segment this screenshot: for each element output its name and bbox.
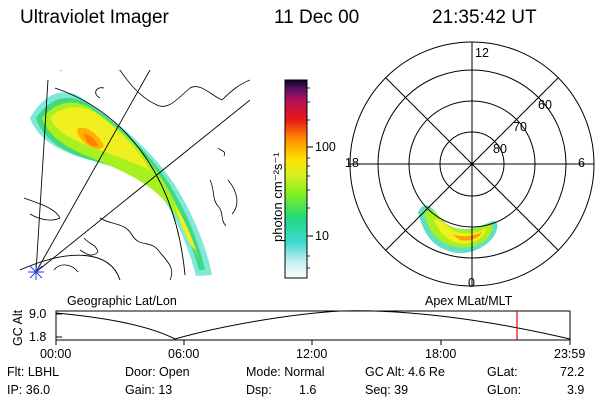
time-tick-1200: 12:00	[296, 347, 328, 361]
aurora-band-polar	[418, 205, 498, 254]
info-glat-label: GLat:	[487, 365, 518, 379]
info-seq: Seq: 39	[365, 383, 409, 397]
time-tick-1800: 18:00	[425, 347, 457, 361]
satellite-position-marker	[28, 264, 44, 280]
colorbar-unit-label: photon cm⁻²s⁻¹	[270, 152, 285, 242]
info-gain: Gain: 13	[125, 383, 173, 397]
time-label: 21:35:42 UT	[432, 7, 537, 28]
coastlines	[23, 70, 250, 281]
lat-label-70: 70	[513, 120, 527, 134]
geographic-map	[20, 70, 250, 281]
info-glon-value: 3.9	[567, 383, 585, 397]
info-door: Door: Open	[125, 365, 190, 379]
map-grid	[20, 70, 250, 281]
info-flt: Flt: LBHL	[7, 365, 60, 379]
time-tick-0000: 00:00	[40, 347, 72, 361]
polar-caption: Apex MLat/MLT	[425, 294, 513, 308]
info-glon-label: GLon:	[487, 383, 522, 397]
mlt-label-18: 18	[345, 156, 359, 170]
time-tick-0600: 06:00	[168, 347, 200, 361]
info-dsp-label: Dsp:	[246, 383, 272, 397]
altitude-ylabel: GC Alt	[11, 309, 25, 346]
altitude-tick-high: 9.0	[29, 307, 47, 321]
colorbar	[284, 79, 313, 279]
altitude-timeline	[55, 310, 571, 345]
date-label: 11 Dec 00	[274, 7, 360, 28]
lat-label-60: 60	[538, 98, 552, 112]
polar-plot	[349, 41, 595, 287]
time-tick-2359: 23:59	[554, 347, 586, 361]
lat-label-80: 80	[493, 142, 507, 156]
info-mode: Mode: Normal	[246, 365, 325, 379]
aurora-band-geographic	[30, 92, 212, 277]
info-dsp-value: 1.6	[299, 383, 317, 397]
instrument-title: Ultraviolet Imager	[20, 7, 169, 28]
info-ip: IP: 36.0	[7, 383, 51, 397]
info-gc-alt: GC Alt: 4.6 Re	[365, 365, 445, 379]
mlt-label-12: 12	[475, 46, 489, 60]
altitude-tick-low: 1.8	[29, 330, 47, 344]
map-caption: Geographic Lat/Lon	[67, 294, 177, 308]
colorbar-tick-10: 10	[315, 229, 329, 243]
mlt-label-6: 6	[578, 156, 585, 170]
info-glat-value: 72.2	[560, 365, 585, 379]
colorbar-tick-100: 100	[315, 140, 336, 154]
mlt-label-0: 0	[468, 276, 475, 290]
